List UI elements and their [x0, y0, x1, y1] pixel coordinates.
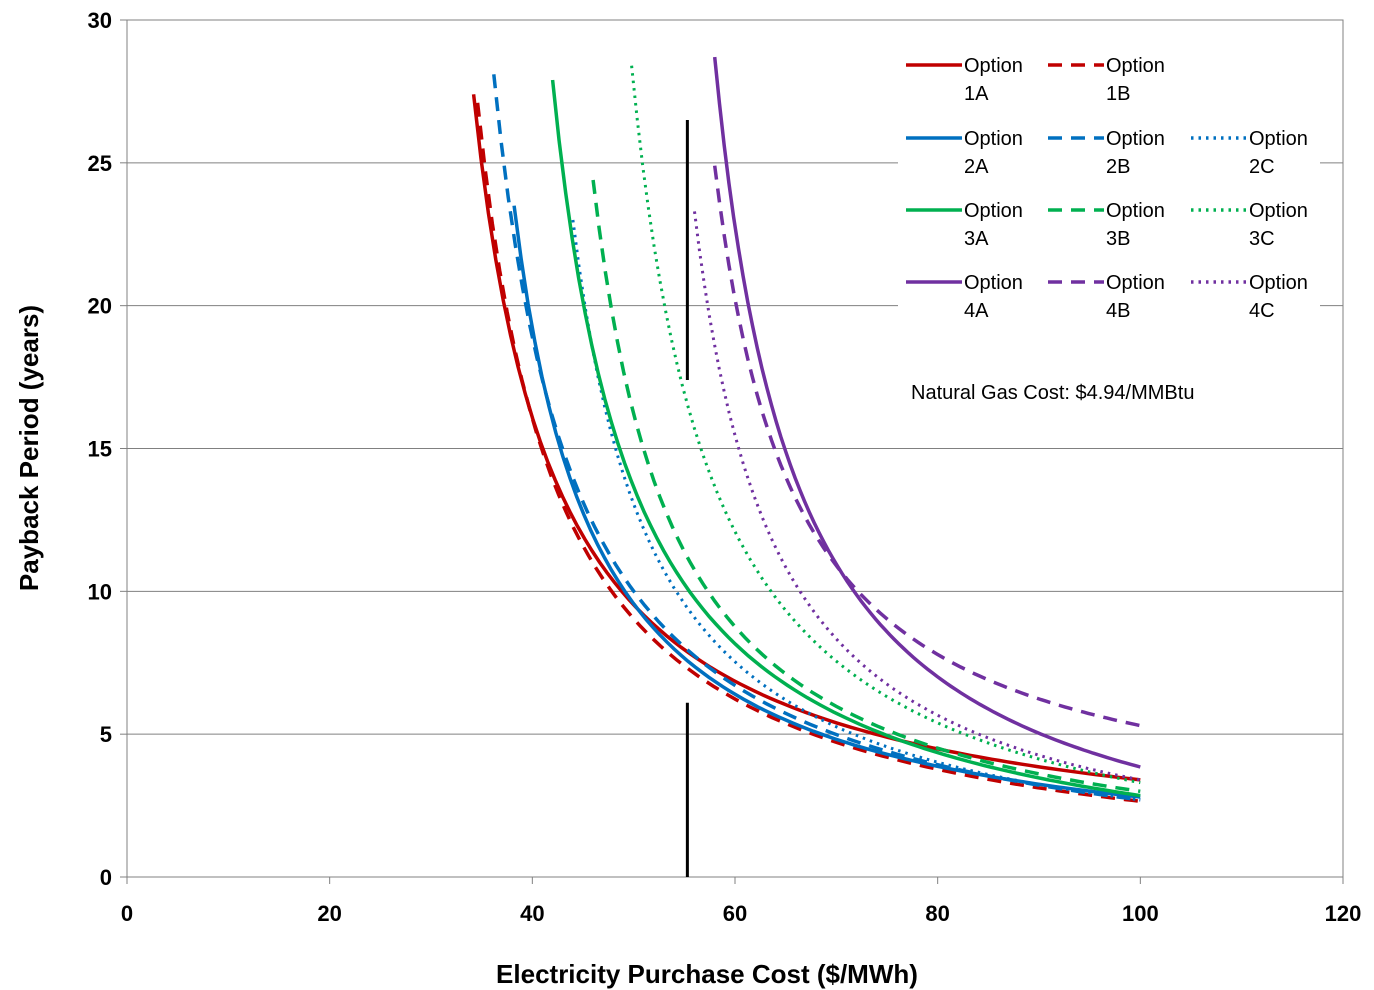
legend-entry-option-3b: Option 3B [1048, 200, 1165, 250]
legend-label-line1: Option [964, 200, 1023, 222]
series-line-option-2b [492, 74, 1141, 802]
legend-label-line1: Option [964, 128, 1023, 150]
legend-label-line1: Option [1106, 272, 1165, 294]
legend-label-line2: 3B [1106, 228, 1130, 250]
legend: Option 1A Option 1B Option 2A Option 2B Option 2C… [898, 42, 1320, 334]
x-tick-label: 100 [1122, 901, 1159, 926]
legend-label-line2: 2A [964, 156, 989, 178]
legend-label-line2: 2B [1106, 156, 1130, 178]
legend-entry-option-4b: Option 4B [1048, 272, 1165, 322]
legend-label-line2: 4A [964, 300, 989, 322]
y-tick-label: 20 [88, 294, 112, 319]
y-tick-label: 15 [88, 437, 112, 462]
legend-label-line1: Option [1249, 128, 1308, 150]
x-tick-label: 20 [317, 901, 341, 926]
y-tick-label: 25 [88, 151, 112, 176]
series-line-option-3c [630, 65, 1141, 785]
legend-entry-option-2c: Option 2C [1191, 128, 1308, 178]
series-line-option-3b [591, 179, 1141, 794]
legend-entry-option-4a: Option 4A [906, 272, 1023, 322]
series-line-option-4c [693, 211, 1141, 782]
legend-entry-option-2a: Option 2A [906, 128, 1023, 178]
legend-label-line2: 3C [1249, 228, 1275, 250]
x-tick-label: 80 [925, 901, 949, 926]
series-line-option-1a [471, 94, 1141, 782]
legend-label-line2: 1A [964, 83, 989, 105]
x-tick-label: 60 [723, 901, 747, 926]
legend-label-line1: Option [1106, 200, 1165, 222]
legend-background [898, 42, 1320, 334]
x-tick-label: 120 [1325, 901, 1362, 926]
legend-entry-option-4c: Option 4C [1191, 272, 1308, 322]
legend-label-line1: Option [1106, 55, 1165, 77]
y-tick-label: 30 [88, 8, 112, 33]
legend-label-line1: Option [1249, 200, 1308, 222]
y-axis-ticks: 0 5 10 15 20 25 30 [88, 8, 127, 890]
annotation-gas-cost: Natural Gas Cost: $4.94/MMBtu [911, 382, 1194, 404]
series-line-option-3a [550, 79, 1141, 798]
series-line-option-2c [571, 219, 1141, 802]
y-axis-title: Payback Period (years) [14, 305, 44, 591]
legend-entry-option-1a: Option 1A [906, 55, 1023, 105]
x-axis-ticks: 0 20 40 60 80 100 120 [121, 877, 1361, 926]
series-line-option-4b [712, 165, 1141, 728]
legend-entry-option-3a: Option 3A [906, 200, 1023, 250]
x-tick-label: 40 [520, 901, 544, 926]
legend-label-line2: 1B [1106, 83, 1130, 105]
legend-entry-option-2b: Option 2B [1048, 128, 1165, 178]
series-lines [471, 56, 1141, 804]
legend-label-line2: 2C [1249, 156, 1275, 178]
legend-label-line1: Option [1249, 272, 1308, 294]
legend-label-line2: 4B [1106, 300, 1130, 322]
x-tick-label: 0 [121, 901, 133, 926]
series-line-option-1b [475, 102, 1141, 804]
legend-label-line2: 4C [1249, 300, 1275, 322]
legend-entry-option-3c: Option 3C [1191, 200, 1308, 250]
series-line-option-4a [712, 56, 1141, 769]
y-tick-label: 0 [100, 865, 112, 890]
legend-entry-option-1b: Option 1B [1048, 55, 1165, 105]
legend-label-line1: Option [964, 55, 1023, 77]
legend-label-line1: Option [1106, 128, 1165, 150]
legend-label-line1: Option [964, 272, 1023, 294]
y-tick-label: 10 [88, 579, 112, 604]
x-axis-title: Electricity Purchase Cost ($/MWh) [496, 959, 918, 989]
legend-label-line2: 3A [964, 228, 989, 250]
y-tick-label: 5 [100, 722, 112, 747]
